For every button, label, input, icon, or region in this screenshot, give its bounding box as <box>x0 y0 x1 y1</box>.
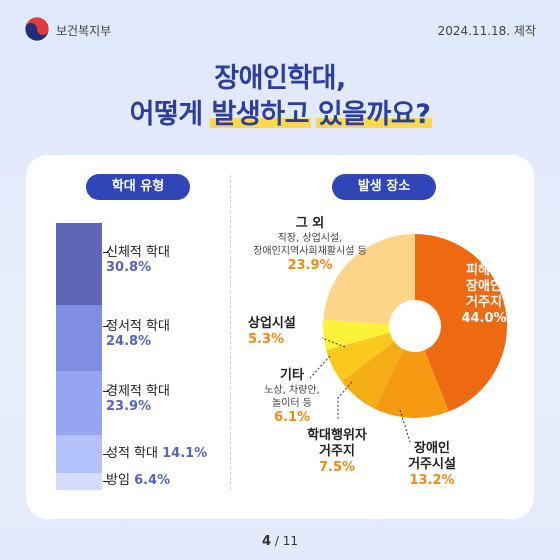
bar-segment <box>56 435 102 473</box>
page-title-line1: 장애인학대, <box>214 63 346 94</box>
donut-slice <box>415 234 507 412</box>
bar-segment <box>56 472 102 490</box>
bar-label: 경제적 학대 23.9% <box>106 384 170 414</box>
leader-line <box>399 409 411 443</box>
donut-slice <box>341 341 404 409</box>
bar-value-label: 14.1% <box>162 446 208 462</box>
bar-label: 신체적 학대 30.8% <box>106 245 170 275</box>
bar-label: 방임 6.4% <box>106 473 170 488</box>
bar-label: 성적 학대 14.1% <box>106 446 207 461</box>
donut-slice <box>326 332 395 382</box>
pie-label-other: 그 외 직장, 상업시설, 장애인지역사회재활시설 등 23.9% <box>253 216 367 273</box>
bar-tick <box>103 391 109 393</box>
donut-slice <box>323 234 415 325</box>
leader-line <box>337 381 353 420</box>
bar-segment <box>56 371 102 436</box>
title-highlight-1: 발생하고 <box>211 99 310 130</box>
org-name: 보건복지부 <box>56 24 112 38</box>
leader-line <box>321 337 346 348</box>
bar-category-label: 정서적 학대 <box>106 319 170 335</box>
bar-category-label: 방임 <box>106 473 130 489</box>
bar-category-label: 성적 학대 <box>106 446 158 462</box>
leader-line <box>309 355 331 379</box>
abuse-type-heading: 학대 유형 <box>86 174 190 200</box>
bar-segment <box>56 305 102 372</box>
bar-value-label: 23.9% <box>106 399 152 415</box>
bar-tick <box>103 454 109 456</box>
donut-slice <box>323 319 390 350</box>
government-emblem-icon <box>24 16 50 42</box>
location-heading: 발생 장소 <box>332 174 436 200</box>
pie-label-etc: 기타 노상, 차량안, 놀이터 등 6.1% <box>264 368 320 425</box>
bar-category-label: 신체적 학대 <box>106 245 170 261</box>
header: 보건복지부 2024.11.18. 제작 <box>0 0 560 52</box>
pie-label-victim-home: 피해자 장애인 거주지 44.0% <box>461 263 507 326</box>
pagination: 4 / 11 <box>262 534 298 549</box>
donut-slice <box>374 349 449 418</box>
bar-tick <box>103 252 109 254</box>
bar-tick <box>103 326 109 328</box>
pie-label-commercial: 상업시설 5.3% <box>248 316 296 347</box>
bar-category-label: 경제적 학대 <box>106 384 170 400</box>
title-highlight-2: 있을까요? <box>317 99 431 130</box>
bar-value-label: 24.8% <box>106 334 152 350</box>
page-total: 11 <box>282 534 298 548</box>
bar-tick <box>103 481 109 483</box>
made-date: 2024.11.18. 제작 <box>437 24 536 38</box>
pie-label-facility: 장애인 거주시설 13.2% <box>408 441 456 488</box>
card-divider <box>230 175 231 490</box>
pie-label-abuser-home: 학대행위자 거주지 7.5% <box>307 428 367 475</box>
bar-label: 정서적 학대 24.8% <box>106 319 170 349</box>
bar-value-label: 30.8% <box>106 260 152 276</box>
page-title-line2: 어떻게 발생하고 있을까요? <box>129 99 431 130</box>
bar-segment <box>56 223 102 306</box>
bar-value-label: 6.4% <box>134 473 171 489</box>
page-current: 4 <box>262 534 272 549</box>
